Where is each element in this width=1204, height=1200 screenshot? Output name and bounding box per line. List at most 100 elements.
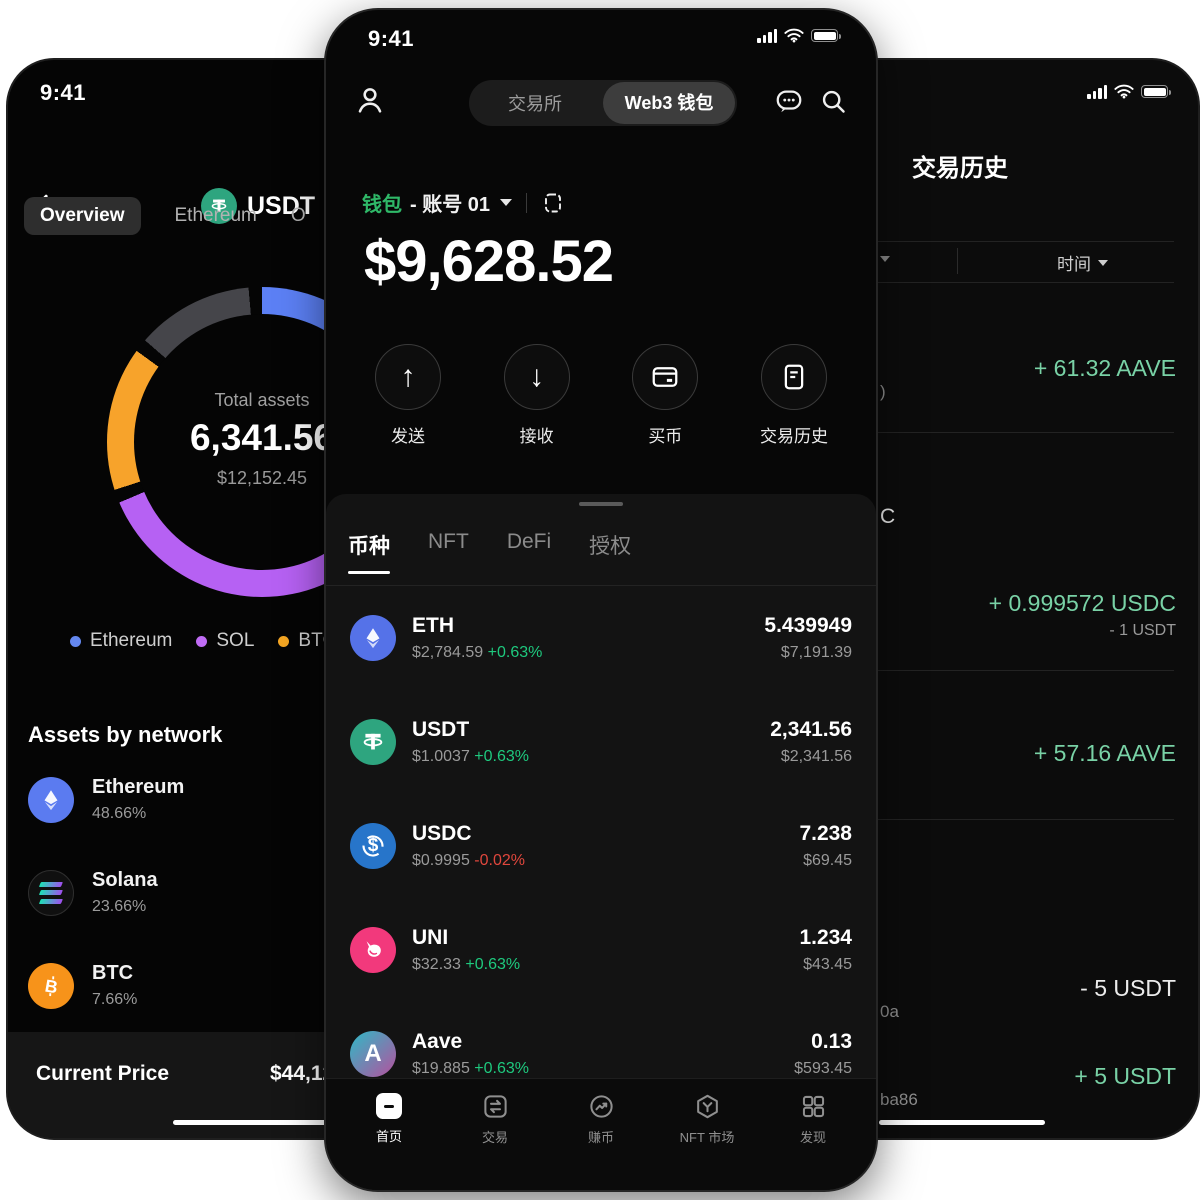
current-price-label: Current Price: [36, 1062, 170, 1085]
aave-icon: A: [350, 1031, 396, 1077]
current-price-value: $44,12: [270, 1062, 335, 1085]
buy-crypto-button[interactable]: 买币: [619, 344, 711, 447]
send-button[interactable]: ↑ 发送: [362, 344, 454, 447]
tab-partial[interactable]: O: [290, 205, 306, 226]
time-filter[interactable]: 时间: [1057, 250, 1108, 275]
left-page-title: USDT: [8, 188, 504, 224]
left-tabs: Overview Ethereum O: [24, 197, 306, 235]
trade-icon: [483, 1095, 507, 1118]
tab-approvals[interactable]: 授权: [589, 535, 632, 558]
tab-earn[interactable]: 赚币: [557, 1093, 645, 1190]
tx-address-fragment: ba86: [880, 1090, 918, 1109]
center-status-time: 9:41: [368, 26, 415, 51]
drag-handle[interactable]: [579, 502, 623, 506]
segment-exchange[interactable]: 交易所: [508, 94, 562, 114]
battery-icon: [811, 29, 841, 42]
token-list: ETH $2,784.59 +0.63% 5.439949 $7,191.39: [326, 586, 876, 1106]
tx-amount[interactable]: - 5 USDT: [1080, 975, 1176, 1001]
donut-legend: Ethereum SOL BTC: [70, 630, 336, 652]
donut-fiat: $12,152.45: [216, 468, 308, 488]
usdt-icon: [200, 188, 237, 224]
legend-dot-btc: [278, 635, 290, 647]
token-row-eth[interactable]: ETH $2,784.59 +0.63% 5.439949 $7,191.39: [326, 586, 876, 690]
tab-nft-market[interactable]: NFT 市场: [663, 1093, 751, 1190]
search-icon[interactable]: [819, 87, 848, 116]
network-row-ethereum[interactable]: Ethereum 48.66%: [28, 776, 184, 823]
document-icon: [760, 344, 827, 410]
receive-button[interactable]: ↓ 接收: [491, 344, 583, 447]
network-row-btc[interactable]: B BTC 7.66%: [28, 962, 137, 1009]
left-filter-caret-fragment[interactable]: [880, 256, 890, 262]
tab-nft[interactable]: NFT: [428, 530, 469, 553]
earn-icon: [589, 1095, 613, 1118]
uni-unicorn-icon: [350, 927, 396, 973]
legend-ethereum: Ethereum: [70, 630, 172, 652]
tx-amount[interactable]: + 0.999572 USDC: [988, 590, 1176, 616]
sheet-tabs: 币种 NFT DeFi 授权: [348, 530, 631, 574]
token-row-aave[interactable]: A Aave $19.885 +0.63% 0.13 $593.45: [326, 1002, 876, 1106]
usdc-icon: $: [350, 823, 396, 869]
segmented-control: 交易所 Web3 钱包: [469, 80, 737, 126]
account-avatar-icon[interactable]: [354, 84, 386, 116]
tab-coins[interactable]: 币种: [348, 530, 390, 574]
battery-icon: [1141, 85, 1171, 98]
solana-icon: [28, 869, 74, 916]
signal-icon: [1087, 84, 1107, 99]
network-row-solana[interactable]: Solana 23.66%: [28, 869, 158, 916]
discover-grid-icon: [802, 1095, 824, 1118]
right-status-icons: [1087, 84, 1171, 99]
left-status-time: 9:41: [40, 80, 87, 105]
assets-by-network-title: Assets by network: [28, 722, 223, 747]
tx-amount[interactable]: + 61.32 AAVE: [1033, 355, 1176, 381]
segment-web3-wallet[interactable]: Web3 钱包: [603, 82, 735, 124]
nft-hexagon-icon: [696, 1094, 718, 1119]
svg-text:B: B: [43, 975, 59, 997]
card-icon: [632, 344, 699, 410]
tx-amount[interactable]: + 57.16 AAVE: [1033, 740, 1176, 766]
center-phone: 9:41 交易所 Web3 钱包: [324, 8, 878, 1192]
left-home-indicator[interactable]: [173, 1120, 343, 1125]
action-buttons: ↑ 发送 ↓ 接收 买币: [326, 344, 876, 447]
scan-icon[interactable]: [541, 191, 565, 215]
signal-icon: [757, 28, 777, 43]
chevron-down-icon: [1098, 259, 1108, 266]
legend-sol: SOL: [196, 630, 254, 652]
usdt-icon: [350, 719, 396, 765]
center-status-icons: [757, 28, 841, 43]
legend-dot-ethereum: [70, 635, 81, 647]
history-button[interactable]: 交易历史: [748, 344, 840, 447]
token-row-usdt[interactable]: USDT $1.0037 +0.63% 2,341.56 $2,341.56: [326, 690, 876, 794]
tab-defi[interactable]: DeFi: [506, 530, 552, 553]
token-row-uni[interactable]: UNI $32.33 +0.63% 1.234 $43.45: [326, 898, 876, 1002]
total-balance: $9,628.52: [364, 229, 614, 294]
legend-dot-sol: [196, 635, 208, 647]
history-title: 交易历史: [912, 155, 1008, 182]
donut-label: Total assets: [214, 390, 310, 410]
token-row-usdc[interactable]: $ USDC $0.9995 -0.02% 7.238 $69.45: [326, 794, 876, 898]
wallet-account-selector[interactable]: 钱包 - 账号 01: [362, 188, 565, 217]
assets-sheet: 币种 NFT DeFi 授权 ETH $2,784.59: [326, 494, 876, 1190]
wifi-icon: [1114, 84, 1134, 99]
btc-icon: B: [28, 962, 74, 1009]
tab-trade[interactable]: 交易: [451, 1093, 539, 1190]
tab-discover[interactable]: 发现: [769, 1093, 857, 1190]
tab-home[interactable]: 首页: [345, 1093, 433, 1190]
send-arrow-icon: ↑: [375, 344, 441, 410]
home-icon: [376, 1093, 402, 1119]
ethereum-icon: [28, 776, 74, 823]
donut-amount: 6,341.56: [189, 417, 335, 458]
tx-sub-amount: - 1 USDT: [1109, 622, 1176, 639]
tx-amount[interactable]: + 5 USDT: [1074, 1063, 1176, 1089]
receive-arrow-icon: ↓: [503, 344, 570, 410]
tx-address-fragment: 0a: [880, 1002, 899, 1021]
eth-icon: [350, 615, 396, 661]
tx-text-fragment: ): [880, 382, 886, 401]
bottom-tab-bar: 首页 交易 赚币: [326, 1078, 876, 1190]
right-home-indicator[interactable]: [879, 1120, 1045, 1125]
tab-ethereum[interactable]: Ethereum: [174, 205, 257, 226]
tab-overview[interactable]: Overview: [24, 197, 141, 235]
chat-icon[interactable]: [774, 86, 804, 116]
tx-text-fragment: C: [880, 505, 896, 528]
wifi-icon: [784, 28, 804, 43]
